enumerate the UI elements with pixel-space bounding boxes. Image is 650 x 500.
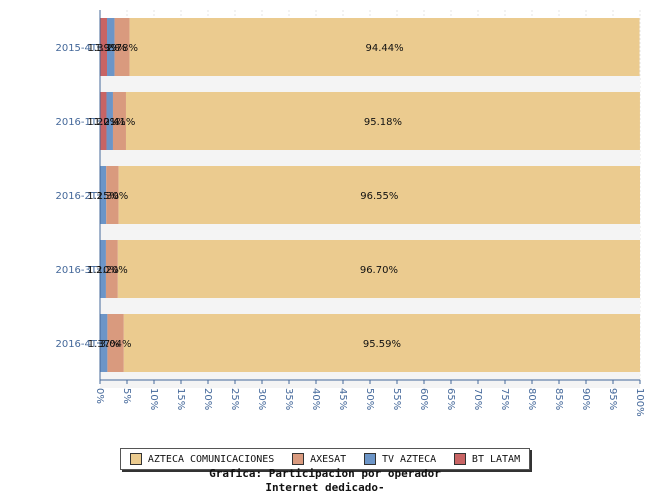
x-tick-label: 50% [364, 388, 375, 410]
data-label: 1.21% [94, 117, 126, 128]
band-gap [100, 76, 640, 92]
x-tick-label: 95% [607, 388, 618, 410]
legend-label: AZTECA COMUNICACIONES [147, 453, 275, 465]
bar-segment [114, 18, 130, 76]
data-label: 96.55% [360, 191, 398, 202]
legend-item: BT LATAM [453, 453, 521, 465]
data-label: 2.41% [104, 117, 136, 128]
x-tick-label: 60% [418, 388, 429, 410]
legend-swatch [129, 453, 142, 465]
bar-segment [125, 92, 640, 150]
x-tick-label: 80% [526, 388, 537, 410]
segment-labels: 1.39%1.39%2.78% 94.44% 1.20%1.21%2.41% 95.1… [87, 43, 404, 350]
bar-segment [100, 166, 107, 224]
data-label: 95.18% [364, 117, 402, 128]
data-label: 2.20% [96, 265, 128, 276]
legend-item: AZTECA COMUNICACIONES [129, 453, 275, 465]
bar-segment [100, 92, 107, 150]
legend: AZTECA COMUNICACIONES AXESAT TV AZTECA BT L… [120, 448, 530, 470]
legend-swatch [453, 453, 466, 465]
band-gap [100, 150, 640, 166]
data-label: 1.20% [87, 117, 119, 128]
x-tick-label: 100% [634, 388, 645, 417]
bar-segment [100, 314, 108, 372]
x-tick-label: 0% [94, 388, 105, 404]
x-tick-label: 40% [310, 388, 321, 410]
bar-segment [112, 92, 126, 150]
x-tick-label: 65% [445, 388, 456, 410]
band-gap [100, 224, 640, 240]
bar-series [100, 18, 640, 372]
x-tick-label: 70% [472, 388, 483, 410]
legend-item: TV AZTECA [363, 453, 437, 465]
legend-swatch [292, 453, 305, 465]
legend-label: TV AZTECA [381, 453, 437, 465]
x-tick-label: 10% [148, 388, 159, 410]
x-tick-label: 85% [553, 388, 564, 410]
y-tick-label: 2016-1T [55, 117, 97, 128]
bar-segment [118, 166, 640, 224]
data-label: 1.15% [87, 191, 119, 202]
bar-segment [129, 18, 640, 76]
y-tick-label: 2016-2T [55, 191, 97, 202]
y-tick-label: 2016-3T [55, 265, 97, 276]
bar-segment [106, 92, 113, 150]
data-label: 3.04% [100, 339, 132, 350]
bar-segment [117, 240, 640, 298]
bar-segment [107, 18, 115, 76]
data-label: 95.59% [363, 339, 401, 350]
x-tick-label: 45% [337, 388, 348, 410]
data-label: 2.78% [106, 43, 138, 54]
data-label: 1.37% [88, 339, 120, 350]
y-tick-label: 2015-4T [55, 43, 97, 54]
data-label: 1.39% [95, 43, 127, 54]
x-tick-label: 15% [175, 388, 186, 410]
legend-item: AXESAT [292, 453, 346, 465]
x-tick-label: 35% [283, 388, 294, 410]
data-label: 1.10% [87, 265, 119, 276]
data-label: 94.44% [366, 43, 404, 54]
chart-title: Grafica: Participacion por operador [209, 467, 441, 480]
x-tick-label: 90% [580, 388, 591, 410]
bar-segment [123, 314, 640, 372]
x-tick-label: 55% [391, 388, 402, 410]
band-gap [100, 298, 640, 314]
x-tick-label: 30% [256, 388, 267, 410]
chart-subtitle: Internet dedicado- [265, 481, 385, 494]
bar-segment [106, 166, 119, 224]
bar-segment [100, 240, 106, 298]
data-label: 1.39% [88, 43, 120, 54]
x-tick-label: 20% [202, 388, 213, 410]
bar-segment [107, 314, 124, 372]
data-label: 96.70% [360, 265, 398, 276]
legend-label: AXESAT [310, 453, 347, 465]
x-tick-label: 25% [229, 388, 240, 410]
x-tick-label: 75% [499, 388, 510, 410]
x-tick-label: 5% [121, 388, 132, 404]
bar-segment [100, 18, 108, 76]
data-label: 2.30% [97, 191, 129, 202]
legend-swatch [363, 453, 376, 465]
y-tick-label: 2016-4T [55, 339, 97, 350]
bar-segment [105, 240, 118, 298]
legend-label: BT LATAM [471, 453, 521, 465]
axes: 2015-4T 2016-1T 2016-2T 2016-3T 2016-4T 0% 5% 1… [55, 10, 645, 417]
